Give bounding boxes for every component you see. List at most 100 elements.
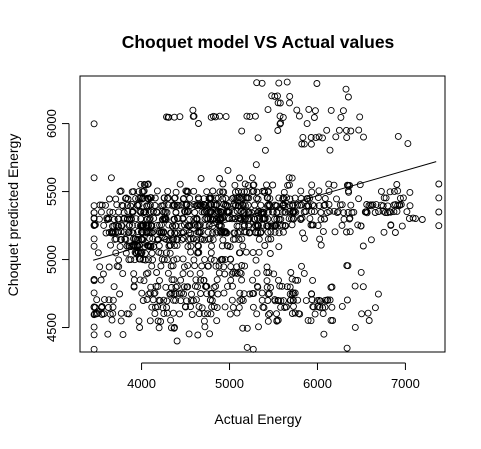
data-point <box>115 208 123 216</box>
data-point <box>106 208 114 216</box>
data-point <box>245 222 253 230</box>
data-point <box>358 310 366 318</box>
data-point <box>228 270 236 278</box>
data-point <box>135 201 143 209</box>
data-point <box>231 181 239 189</box>
data-point <box>146 215 153 223</box>
data-point <box>122 194 130 202</box>
data-point <box>210 201 218 209</box>
data-point <box>274 99 282 107</box>
data-point <box>190 256 198 264</box>
data-point <box>139 256 147 264</box>
data-point <box>185 221 193 229</box>
data-point <box>261 242 269 249</box>
data-point <box>106 195 113 203</box>
data-point <box>169 222 177 230</box>
data-point <box>155 296 163 304</box>
data-point <box>144 256 152 264</box>
data-point <box>108 316 116 324</box>
data-point <box>146 289 154 297</box>
data-point <box>187 303 194 311</box>
data-point <box>209 229 217 237</box>
data-point <box>245 229 253 237</box>
data-point <box>180 229 188 237</box>
data-point <box>215 262 223 270</box>
data-point <box>217 229 225 237</box>
data-point <box>105 215 113 223</box>
data-point <box>399 194 407 202</box>
data-point <box>180 263 188 271</box>
data-point <box>237 215 245 223</box>
data-point <box>167 241 174 249</box>
data-point <box>244 181 252 189</box>
data-point <box>264 235 272 243</box>
data-point <box>189 297 197 305</box>
data-point <box>275 276 282 284</box>
data-point <box>125 310 133 318</box>
data-point <box>204 215 212 223</box>
data-point <box>99 270 107 278</box>
data-point <box>173 201 181 209</box>
data-point <box>243 112 251 120</box>
data-point <box>167 284 175 291</box>
data-point <box>326 146 334 154</box>
data-point <box>169 202 177 210</box>
data-point <box>216 175 223 182</box>
data-point <box>200 310 208 318</box>
data-point <box>238 276 246 284</box>
data-point <box>295 112 303 120</box>
data-point <box>343 344 351 352</box>
data-point <box>380 228 388 236</box>
data-point <box>194 331 202 339</box>
data-point <box>132 235 140 243</box>
data-point <box>357 268 365 276</box>
data-point <box>235 236 243 244</box>
data-point <box>177 276 185 284</box>
data-point <box>144 181 151 189</box>
plot-box <box>79 75 446 353</box>
data-point <box>130 276 138 284</box>
data-point <box>107 174 115 182</box>
fit-line-layer <box>93 161 437 261</box>
data-point <box>308 208 316 216</box>
data-point <box>215 269 223 277</box>
data-point <box>117 222 125 230</box>
data-point <box>298 140 306 148</box>
data-point <box>298 262 305 270</box>
data-point <box>200 317 208 325</box>
data-point <box>300 140 308 148</box>
data-point <box>183 188 191 196</box>
data-point <box>334 208 342 216</box>
data-point <box>264 297 272 304</box>
data-point <box>271 92 279 100</box>
data-point <box>128 228 136 236</box>
data-point <box>252 222 260 230</box>
data-point <box>206 208 214 216</box>
data-point <box>311 310 319 318</box>
data-point <box>317 297 325 305</box>
data-point <box>164 187 172 195</box>
data-point <box>179 255 187 263</box>
data-point <box>274 316 282 324</box>
chart-title: Choquet model VS Actual values <box>122 32 395 52</box>
data-point <box>365 202 373 209</box>
data-point <box>286 99 293 107</box>
data-point <box>372 201 380 209</box>
data-point <box>323 297 331 305</box>
data-point <box>235 202 243 210</box>
data-point <box>209 236 217 244</box>
data-point <box>230 194 238 202</box>
data-point <box>184 283 192 291</box>
data-point <box>254 195 262 203</box>
data-point <box>190 112 198 120</box>
data-point <box>243 324 251 332</box>
data-point <box>170 276 178 284</box>
data-point <box>122 249 130 257</box>
data-point <box>306 194 314 202</box>
data-point <box>285 174 293 182</box>
data-point <box>236 269 244 277</box>
data-point <box>164 269 172 277</box>
data-point <box>254 134 262 142</box>
data-point <box>271 222 279 230</box>
data-point <box>169 201 177 209</box>
